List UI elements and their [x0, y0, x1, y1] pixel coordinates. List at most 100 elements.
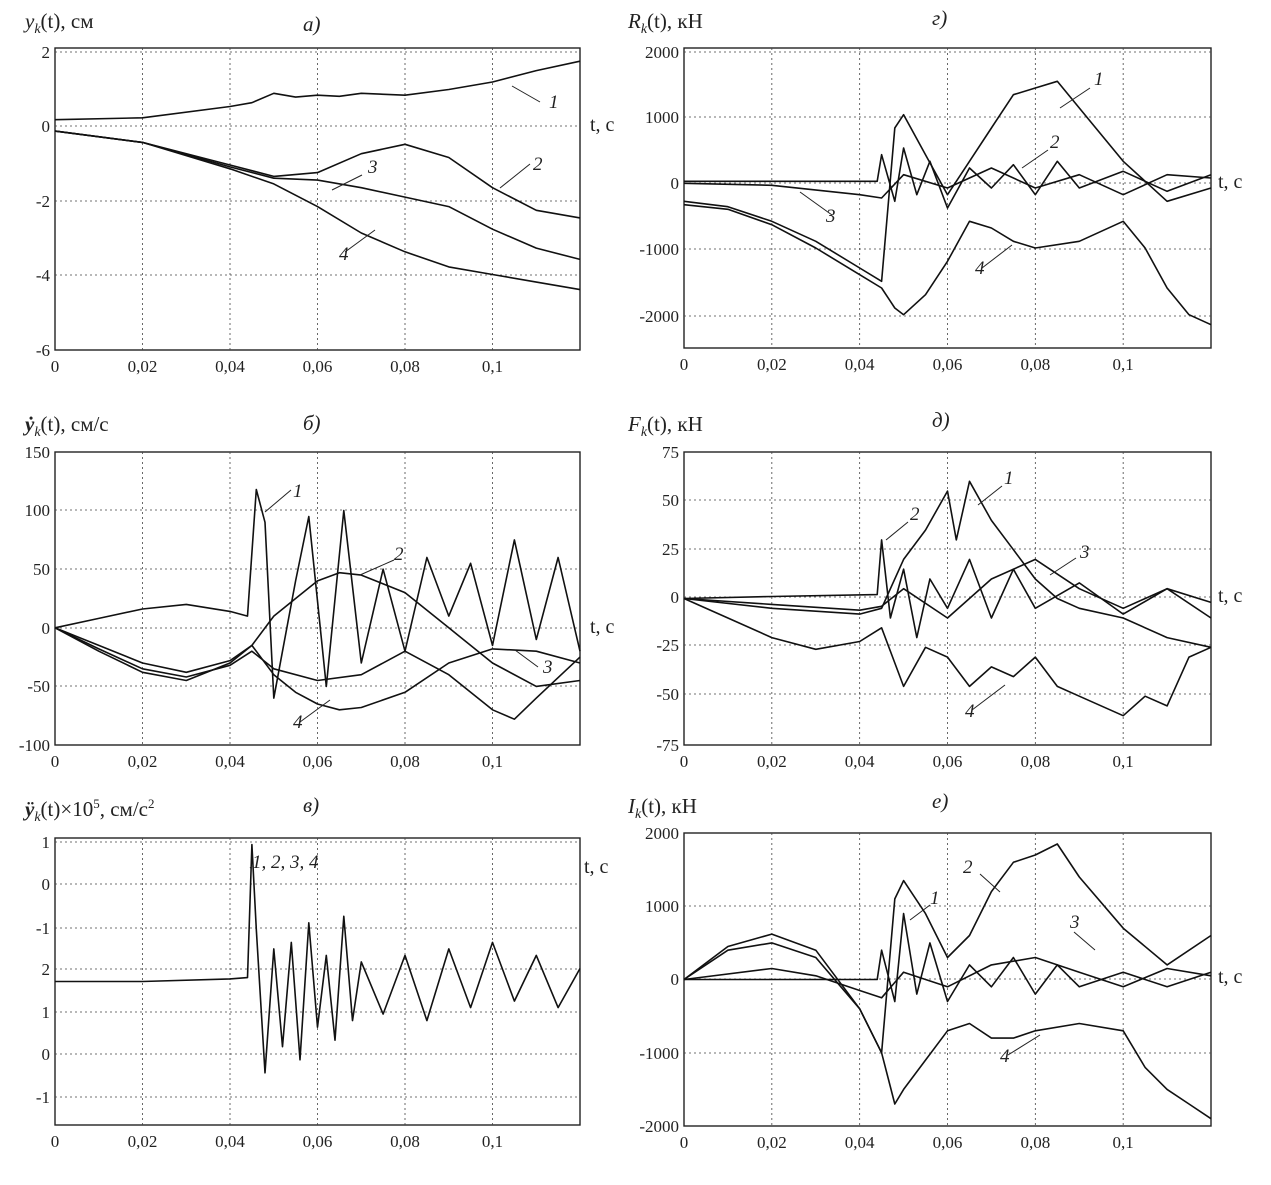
title-symbol: ÿ — [22, 797, 35, 821]
label-leader — [981, 244, 1013, 269]
panel-letter: в) — [303, 793, 319, 817]
x-tick-label: 0 — [680, 1133, 689, 1152]
panel-letter: а) — [303, 12, 321, 36]
title-symbol: R — [627, 9, 641, 33]
curve-label: 4 — [339, 244, 349, 265]
y-tick-label: -100 — [19, 736, 50, 755]
y-tick-label: 0 — [42, 619, 51, 638]
title-rest: (t)×10 — [41, 797, 94, 821]
y-tick-label: -1 — [36, 919, 50, 938]
y-tick-label: 2 — [42, 43, 51, 62]
curve-label: 3 — [1079, 542, 1090, 563]
label-leader — [885, 521, 909, 541]
y-tick-label: -1000 — [639, 240, 679, 259]
label-leader — [511, 85, 541, 103]
label-leader — [264, 489, 292, 513]
y-tick-label: -2000 — [639, 307, 679, 326]
y-tick-label: 0 — [671, 174, 680, 193]
chart-panel-3: 0 0,02 0,04 0,06 0,08 0,1 1 0 -1 2 1 0 -1 1, 2, 3, 4 t… — [22, 793, 609, 1151]
title-subscript: k — [641, 22, 648, 37]
x-axis-label: t, с — [1218, 966, 1243, 988]
x-tick-label: 0,06 — [933, 752, 963, 771]
x-axis-label: t, с — [1218, 171, 1243, 193]
y-tick-label: 1 — [42, 833, 51, 852]
y-tick-label: 100 — [25, 501, 51, 520]
series-line-3 — [683, 558, 1212, 619]
chart-title: Ik(t), кН — [627, 794, 697, 822]
y-tick-label: 0 — [671, 970, 680, 989]
curve-label: 4 — [975, 258, 985, 279]
y-tick-label: -6 — [36, 341, 50, 360]
label-leader — [344, 229, 376, 253]
x-axis-label: t, с — [590, 114, 615, 136]
title-subscript: k — [34, 810, 41, 825]
title-rest: (t), кН — [647, 412, 703, 436]
label-leader — [1021, 149, 1049, 169]
y-tick-label: -2000 — [639, 1117, 679, 1136]
label-leader — [1049, 557, 1077, 576]
series-line-3 — [54, 627, 581, 720]
x-tick-label: 0,04 — [845, 1133, 875, 1152]
chart-panel-5: 0 0,02 0,04 0,06 0,08 0,1 75 50 25 0 -25 -50 -75 1 2 3 4… — [627, 408, 1243, 771]
label-leader — [299, 699, 331, 723]
curve-label: 1 — [1004, 468, 1014, 489]
title-subscript: k — [635, 807, 642, 822]
title-rest: (t), см/с — [41, 412, 109, 436]
x-tick-label: 0,02 — [128, 1132, 158, 1151]
series-line-1 — [684, 912, 1212, 1003]
chart-panel-4: 0 0,02 0,04 0,06 0,08 0,1 2000 1000 0 -1000 -2000 1… — [627, 6, 1243, 374]
series-line-2 — [54, 130, 581, 219]
label-leader — [331, 174, 363, 191]
title-symbol: F — [627, 412, 641, 436]
x-tick-label: 0,04 — [215, 357, 245, 376]
chart-panel-6: 0 0,02 0,04 0,06 0,08 0,1 2000 1000 0 -1000 -2000 1… — [627, 789, 1243, 1152]
series-line-2 — [683, 480, 1212, 649]
curve-label: 3 — [367, 157, 378, 178]
title-rest: (t), см — [41, 9, 94, 33]
x-tick-label: 0,06 — [303, 1132, 333, 1151]
label-leader — [514, 649, 539, 668]
curve-label: 2 — [1050, 132, 1060, 153]
y-tick-label: 0 — [42, 1045, 51, 1064]
x-tick-label: 0,02 — [128, 752, 158, 771]
series-line-3 — [54, 130, 581, 261]
series-line-2 — [54, 571, 581, 688]
title-rest: (t), кН — [641, 794, 697, 818]
series-line-4 — [683, 203, 1212, 326]
chart-title: ẏk(t), см/с — [22, 412, 109, 440]
y-tick-label: -2 — [36, 192, 50, 211]
panel-letter: г) — [932, 6, 947, 30]
title-subscript: k — [34, 425, 41, 440]
chart-panel-2: 0 0,02 0,04 0,06 0,08 0,1 150 100 50 0 -50 -100 1 2 3 4… — [19, 411, 615, 771]
y-tick-label: 0 — [671, 588, 680, 607]
series-line-4 — [683, 942, 1212, 1120]
curve-label: 4 — [965, 701, 975, 722]
y-tick-label: 150 — [25, 443, 51, 462]
series-line-1 — [55, 843, 581, 1074]
x-axis-label: t, с — [584, 856, 609, 878]
title-rest: (t), кН — [647, 9, 703, 33]
y-tick-label: -50 — [656, 685, 679, 704]
curve-label: 2 — [533, 154, 543, 175]
x-tick-label: 0,1 — [482, 357, 503, 376]
y-tick-label: 1000 — [645, 897, 679, 916]
x-tick-label: 0,04 — [845, 752, 875, 771]
x-tick-label: 0,1 — [1113, 1133, 1134, 1152]
x-tick-label: 0,02 — [757, 752, 787, 771]
series-line-1 — [683, 539, 1212, 639]
x-tick-label: 0,04 — [215, 752, 245, 771]
x-tick-label: 0,04 — [845, 355, 875, 374]
label-leader — [909, 904, 931, 921]
x-tick-label: 0,1 — [1113, 752, 1134, 771]
label-leader — [359, 559, 395, 576]
title-rest-2: , см/с — [100, 797, 148, 821]
x-tick-label: 0 — [51, 357, 60, 376]
x-tick-label: 0,08 — [390, 1132, 420, 1151]
title-superscript: 5 — [93, 796, 100, 811]
y-tick-label: -1000 — [639, 1044, 679, 1063]
x-tick-label: 0 — [680, 752, 689, 771]
label-leader — [1073, 931, 1096, 951]
label-leader — [799, 191, 833, 216]
